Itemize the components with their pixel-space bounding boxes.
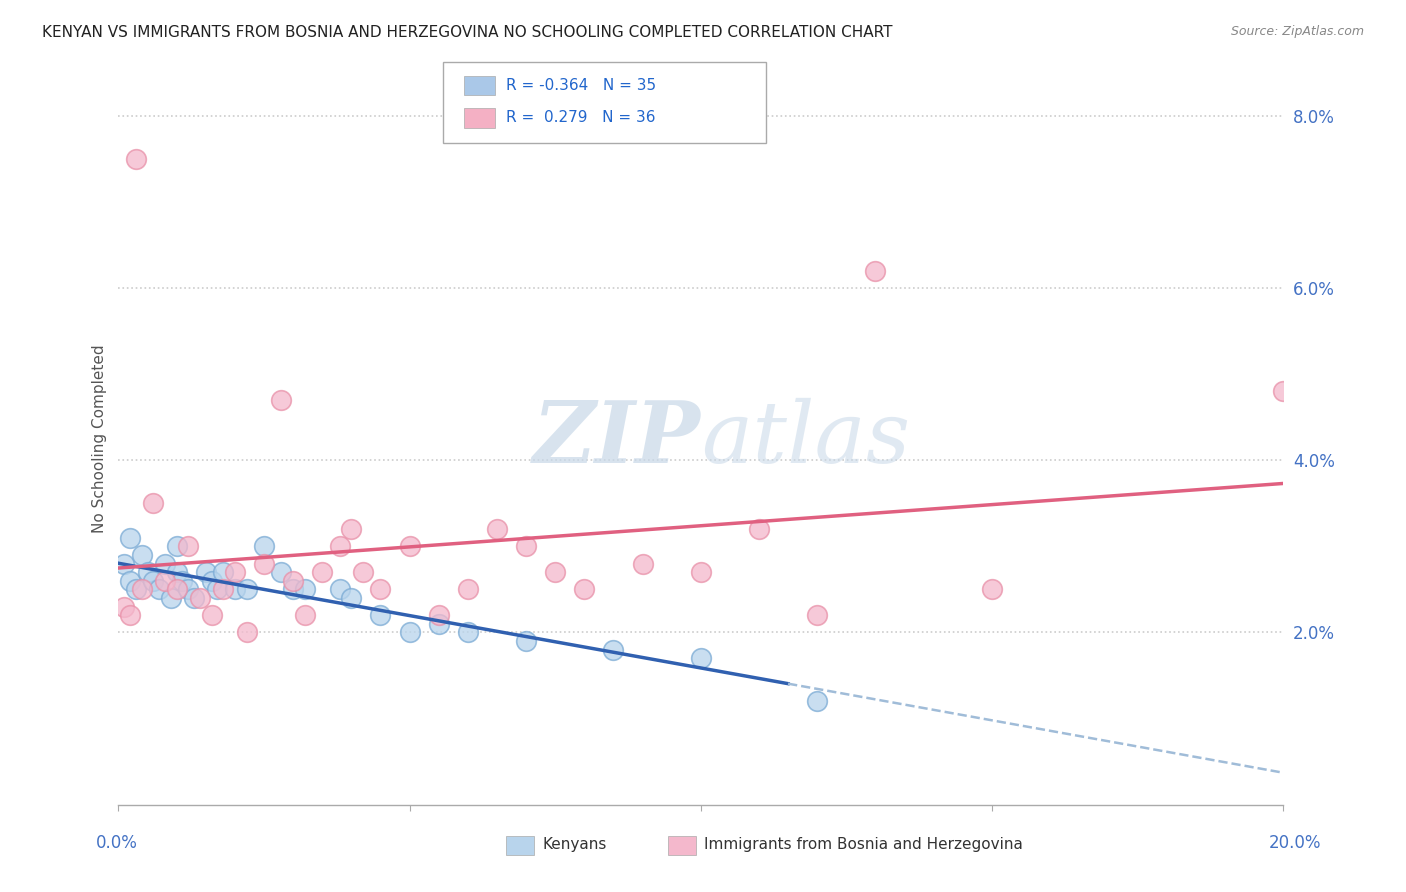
Point — [166, 582, 188, 597]
Point — [398, 625, 420, 640]
Point — [281, 574, 304, 588]
Point — [329, 582, 352, 597]
Point — [142, 574, 165, 588]
Point — [148, 582, 170, 597]
Point — [183, 591, 205, 605]
Point — [806, 608, 828, 623]
Point — [120, 608, 142, 623]
Point — [253, 539, 276, 553]
Text: Source: ZipAtlas.com: Source: ZipAtlas.com — [1230, 25, 1364, 38]
Point — [136, 565, 159, 579]
Y-axis label: No Schooling Completed: No Schooling Completed — [93, 344, 107, 533]
Point — [398, 539, 420, 553]
Point — [120, 574, 142, 588]
Point — [201, 608, 224, 623]
Point — [270, 565, 292, 579]
Point — [340, 522, 363, 536]
Point — [515, 539, 537, 553]
Point — [980, 582, 1002, 597]
Text: atlas: atlas — [700, 398, 910, 480]
Text: R = -0.364   N = 35: R = -0.364 N = 35 — [506, 78, 657, 93]
Point — [112, 557, 135, 571]
Point — [1272, 384, 1295, 399]
Point — [485, 522, 508, 536]
Point — [125, 152, 148, 166]
Point — [253, 557, 276, 571]
Point — [689, 565, 711, 579]
Point — [370, 582, 392, 597]
Point — [235, 625, 257, 640]
Point — [166, 539, 188, 553]
Text: Immigrants from Bosnia and Herzegovina: Immigrants from Bosnia and Herzegovina — [704, 838, 1024, 852]
Point — [177, 582, 200, 597]
Point — [457, 582, 479, 597]
Point — [544, 565, 567, 579]
Text: 0.0%: 0.0% — [96, 834, 138, 852]
Point — [212, 565, 235, 579]
Point — [120, 531, 142, 545]
Text: Kenyans: Kenyans — [543, 838, 607, 852]
Point — [515, 634, 537, 648]
Point — [142, 496, 165, 510]
Point — [112, 599, 135, 614]
Point — [689, 651, 711, 665]
Point — [153, 574, 176, 588]
Point — [125, 582, 148, 597]
Point — [166, 565, 188, 579]
Point — [194, 565, 217, 579]
Point — [865, 264, 887, 278]
Point — [224, 582, 246, 597]
Point — [370, 608, 392, 623]
Point — [329, 539, 352, 553]
Point — [153, 557, 176, 571]
Point — [212, 582, 235, 597]
Point — [270, 392, 292, 407]
Point — [131, 548, 153, 562]
Point — [457, 625, 479, 640]
Point — [427, 616, 450, 631]
Point — [160, 591, 183, 605]
Point — [131, 582, 153, 597]
Point — [311, 565, 333, 579]
Point — [294, 582, 316, 597]
Point — [177, 539, 200, 553]
Point — [201, 574, 224, 588]
Text: 20.0%: 20.0% — [1270, 834, 1322, 852]
Point — [281, 582, 304, 597]
Point — [224, 565, 246, 579]
Point — [631, 557, 654, 571]
Point — [340, 591, 363, 605]
Point — [235, 582, 257, 597]
Text: ZIP: ZIP — [533, 397, 700, 481]
Point — [602, 642, 624, 657]
Point — [427, 608, 450, 623]
Text: KENYAN VS IMMIGRANTS FROM BOSNIA AND HERZEGOVINA NO SCHOOLING COMPLETED CORRELAT: KENYAN VS IMMIGRANTS FROM BOSNIA AND HER… — [42, 25, 893, 40]
Point — [806, 694, 828, 708]
Point — [574, 582, 596, 597]
Text: R =  0.279   N = 36: R = 0.279 N = 36 — [506, 111, 655, 125]
Point — [352, 565, 374, 579]
Point — [294, 608, 316, 623]
Point — [172, 574, 194, 588]
Point — [188, 591, 211, 605]
Point — [207, 582, 229, 597]
Point — [748, 522, 770, 536]
